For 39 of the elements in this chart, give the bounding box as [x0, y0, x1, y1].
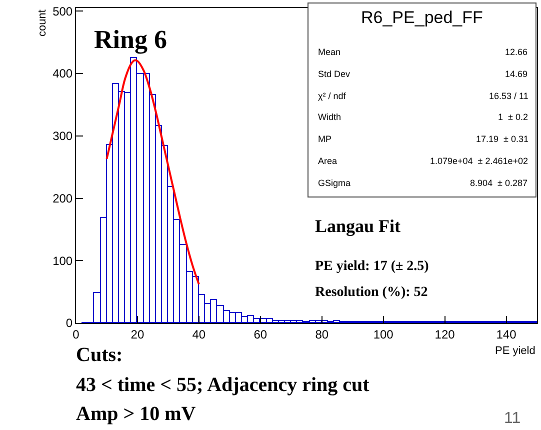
- y-axis-title: count: [36, 10, 48, 36]
- text: Ring 6: [94, 25, 167, 54]
- annotation: Mean: [318, 47, 341, 57]
- annotation: 14.69: [505, 69, 528, 79]
- x-tick-label: 80: [315, 327, 329, 342]
- text: Amp > 10 mV: [76, 403, 196, 425]
- annotation: R6_PE_ped_FF: [361, 8, 483, 27]
- y-tick-label: 200: [52, 191, 73, 206]
- x-tick-label: 140: [496, 327, 517, 342]
- annotation: 1.079e+04 ± 2.461e+02: [430, 156, 528, 166]
- y-tick-label: 300: [52, 129, 73, 144]
- x-tick-label: 20: [130, 327, 144, 342]
- line-series: [106, 59, 200, 286]
- x-axis-title: PE yield: [495, 345, 536, 357]
- x-tick-label: 40: [192, 327, 206, 342]
- annotation: Resolution (%): 52: [315, 285, 428, 300]
- text: Cuts:: [76, 344, 123, 366]
- annotation: MP: [318, 134, 332, 144]
- annotation: 16.53 / 11: [489, 91, 528, 101]
- annotation: 17.19 ± 0.31: [476, 134, 528, 144]
- annotation: Langau Fit: [315, 216, 401, 236]
- x-tick-label: 60: [254, 327, 268, 342]
- y-tick-label: 400: [52, 66, 73, 81]
- annotation: 12.66: [505, 47, 528, 57]
- annotation: 8.904 ± 0.287: [470, 178, 528, 188]
- annotation: χ² / ndf: [318, 91, 346, 101]
- x-tick-label: 120: [434, 327, 456, 342]
- annotation: 1 ± 0.2: [498, 112, 528, 122]
- text: 11: [504, 410, 521, 427]
- y-tick-label: 100: [52, 254, 73, 268]
- annotation: PE yield: 17 (± 2.5): [315, 259, 430, 274]
- x-tick-label: 100: [373, 327, 394, 342]
- y-tick-label: 0: [66, 316, 73, 330]
- text: 43 < time < 55; Adjacency ring cut: [76, 374, 370, 396]
- annotation: Std Dev: [318, 69, 351, 79]
- annotation: Width: [318, 112, 342, 122]
- annotation: GSigma: [318, 178, 351, 188]
- annotation: Area: [318, 156, 338, 166]
- y-tick-label: 500: [52, 4, 73, 18]
